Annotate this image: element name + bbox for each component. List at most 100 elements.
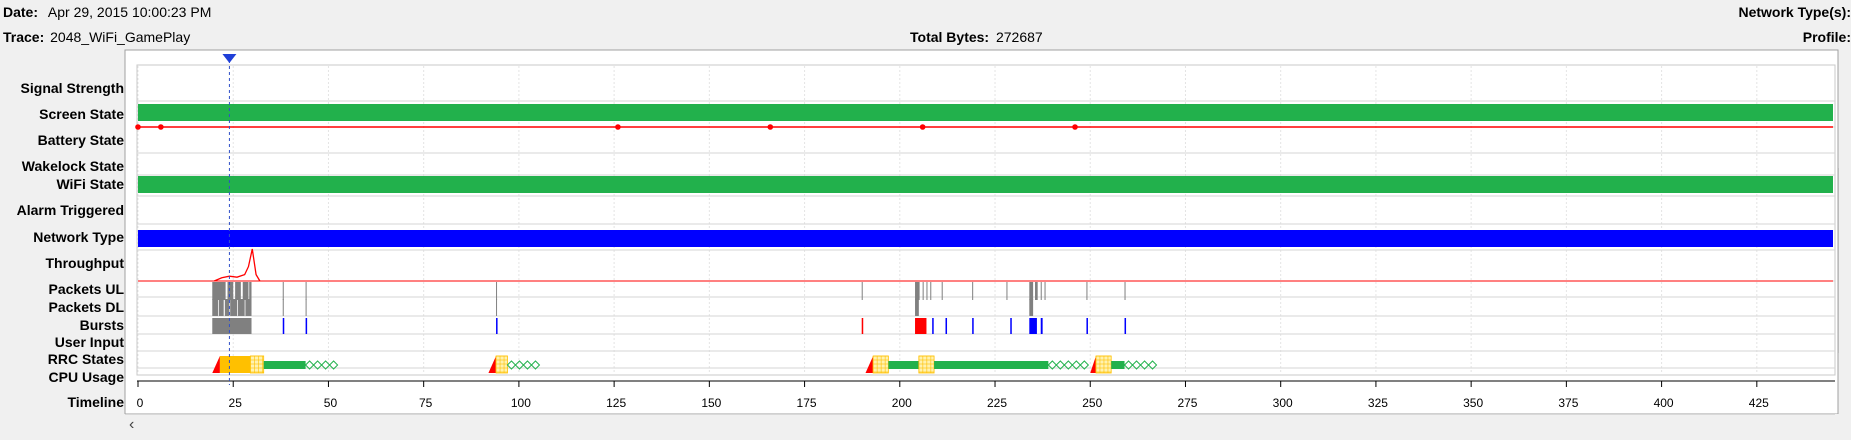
rrc-fach-tail [304, 360, 339, 370]
throughput-line [213, 248, 261, 282]
packet-ul [926, 282, 928, 300]
total-bytes-label: Total Bytes: [910, 29, 990, 45]
row-label: Alarm Triggered [16, 202, 124, 218]
row-label: Bursts [79, 317, 124, 333]
battery-point [158, 124, 164, 130]
row-label: Throughput [45, 255, 124, 271]
rrc-fach-tail-diamond [530, 360, 541, 370]
row-label: Network Type [33, 229, 124, 245]
packet-ul [972, 282, 974, 300]
total-bytes-value: 272687 [995, 29, 1043, 45]
packet-ul [1029, 282, 1034, 300]
network-types-label: Network Type(s): [1738, 4, 1851, 20]
burst [212, 318, 252, 334]
rrc-fach [1111, 361, 1125, 369]
rrc-dch [219, 356, 251, 373]
packet-dl [1029, 299, 1034, 316]
screen-state-bar [138, 104, 1833, 121]
wifi-state-bar [138, 176, 1833, 193]
row-label: User Input [54, 334, 124, 350]
network-types-text: Network Type(s): [1738, 4, 1851, 20]
rrc-dch-tail-fill [872, 355, 889, 374]
row-label: Wakelock State [21, 158, 124, 174]
rrc-fach [934, 361, 1049, 369]
date-field: Date: Apr 29, 2015 10:00:23 PM [3, 4, 211, 20]
timeline-tick-label: 175 [797, 396, 817, 410]
packet-ul [1040, 282, 1042, 300]
packet-ul [227, 282, 234, 300]
packet-ul [305, 282, 307, 300]
timeline-tick-label: 100 [511, 396, 531, 410]
rrc-dch-tail [918, 355, 935, 374]
rrc-fach-tail-diamond [328, 360, 339, 370]
rrc-promotion [212, 356, 220, 373]
network-type-bar [138, 230, 1833, 247]
packet-ul [922, 282, 924, 300]
packet-ul [1006, 282, 1008, 300]
rrc-promotion [865, 356, 874, 373]
trace-value: 2048_WiFi_GamePlay [50, 29, 191, 45]
row-label: Packets UL [48, 281, 124, 297]
packet-dl [915, 299, 919, 316]
packet-ul [1035, 282, 1038, 300]
diagnostics-chart[interactable]: 0 25 50 75 100 125 150 175 200 225 250 275 300 325 350… [0, 0, 1851, 414]
trace-label: Trace: [3, 29, 45, 45]
battery-point [615, 124, 621, 130]
row-label: Signal Strength [20, 80, 124, 96]
burst [1029, 318, 1037, 334]
scroll-left-arrow-icon[interactable]: ‹ [129, 416, 135, 433]
packet-ul [212, 282, 218, 300]
packet-ul [930, 282, 932, 300]
packet-dl [245, 299, 252, 316]
date-value: Apr 29, 2015 10:00:23 PM [47, 4, 212, 20]
rrc-dch-tail [872, 355, 889, 374]
panel-edge [1838, 168, 1851, 353]
packet-dl [212, 299, 218, 316]
timeline-tick-label: 275 [1177, 396, 1197, 410]
timeline-tick-label: 50 [324, 396, 338, 410]
timeline-tick-label: 375 [1558, 396, 1578, 410]
row-label: Battery State [37, 132, 124, 148]
packet-dl [224, 299, 230, 316]
rrc-dch-tail-fill [249, 355, 265, 374]
rrc-fach-tail-diamond [1079, 360, 1090, 370]
packet-ul [915, 282, 920, 300]
burst [861, 318, 864, 334]
profile-text: Profile: [1802, 29, 1851, 45]
packet-ul [249, 282, 252, 300]
rrc-fach [263, 361, 306, 369]
rrc-promotion [1090, 356, 1096, 373]
timeline-tick-label: 350 [1463, 396, 1483, 410]
rrc-fach [888, 361, 919, 369]
total-bytes-field: Total Bytes: 272687 [910, 29, 1043, 45]
timeline-tick-label: 425 [1749, 396, 1769, 410]
packet-ul [1124, 282, 1126, 300]
packet-ul [235, 282, 241, 300]
row-label: CPU Usage [48, 369, 124, 385]
burst [1124, 318, 1127, 334]
horizontal-scrollbar[interactable]: ‹ [125, 414, 1835, 436]
timeline-tick-label: 25 [229, 396, 243, 410]
timeline-tick-label: 75 [419, 396, 433, 410]
timeline-tick-label: 300 [1273, 396, 1293, 410]
packet-dl [218, 299, 224, 316]
burst [945, 318, 948, 334]
row-label: Timeline [67, 394, 124, 410]
rrc-dch-tail [249, 355, 265, 374]
battery-point [1072, 124, 1078, 130]
timeline-tick-label: 0 [137, 396, 144, 410]
battery-point [919, 124, 926, 130]
packet-ul [941, 282, 943, 300]
packet-ul [1086, 282, 1088, 300]
rrc-dch-tail-fill [1095, 355, 1112, 374]
packet-dl [305, 299, 307, 316]
row-label: Packets DL [48, 299, 124, 315]
time-cursor-marker-icon[interactable] [222, 54, 237, 63]
rrc-fach-tail [1123, 360, 1158, 370]
timeline-tick-label: 200 [892, 396, 912, 410]
burst [1040, 318, 1043, 334]
packet-dl [282, 299, 284, 316]
timeline-tick-label: 400 [1654, 396, 1674, 410]
timeline-tick-label: 150 [701, 396, 721, 410]
burst [1086, 318, 1088, 334]
